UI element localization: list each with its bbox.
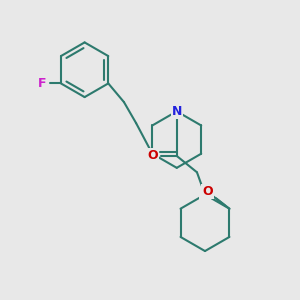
Text: N: N xyxy=(200,188,210,201)
Text: N: N xyxy=(172,105,182,118)
Text: F: F xyxy=(38,77,47,90)
Text: O: O xyxy=(202,185,213,198)
Text: O: O xyxy=(148,149,158,162)
